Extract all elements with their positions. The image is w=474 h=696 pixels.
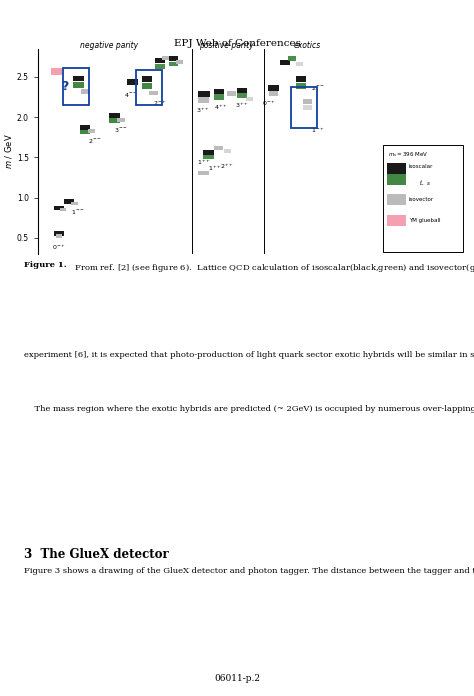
Text: $2^{-+}$: $2^{-+}$ xyxy=(153,100,167,109)
Bar xyxy=(80,129,90,134)
Text: $2^{--}$: $2^{--}$ xyxy=(88,137,102,145)
Bar xyxy=(203,155,214,159)
Bar xyxy=(54,232,64,235)
Text: $0^{-+}$: $0^{-+}$ xyxy=(263,100,276,109)
Text: YM glueball: YM glueball xyxy=(409,218,440,223)
Bar xyxy=(387,163,406,174)
Text: $1^{--}$: $1^{--}$ xyxy=(71,207,84,216)
Bar xyxy=(155,58,164,63)
Text: $3^{++}$: $3^{++}$ xyxy=(235,102,249,111)
Bar xyxy=(214,145,222,150)
Text: $2^{--}$: $2^{--}$ xyxy=(311,84,325,92)
Bar xyxy=(60,207,66,211)
Bar xyxy=(227,91,236,96)
Bar xyxy=(269,90,278,96)
Text: $2^{++}$: $2^{++}$ xyxy=(220,162,234,171)
Bar xyxy=(237,93,246,98)
Bar xyxy=(387,215,406,226)
Text: $3^{--}$: $3^{--}$ xyxy=(114,127,128,134)
Bar xyxy=(109,113,119,118)
Text: exotics: exotics xyxy=(294,41,321,50)
Bar xyxy=(51,68,63,75)
Bar xyxy=(142,83,152,88)
Bar xyxy=(137,70,162,105)
Bar xyxy=(155,64,164,69)
Bar xyxy=(142,77,152,82)
Bar xyxy=(296,83,306,88)
Bar xyxy=(163,56,170,61)
Bar xyxy=(246,97,254,102)
Bar xyxy=(288,56,296,61)
Text: $1^{++}$: $1^{++}$ xyxy=(208,164,222,173)
Text: ?: ? xyxy=(61,80,68,93)
Bar xyxy=(199,171,209,175)
Text: $0^{-+}$: $0^{-+}$ xyxy=(52,243,66,252)
Text: isoscalar: isoscalar xyxy=(409,164,433,168)
Bar xyxy=(280,60,290,65)
Text: experiment [6], it is expected that photo-production of light quark sector exoti: experiment [6], it is expected that phot… xyxy=(24,351,474,359)
Text: Figure 1.: Figure 1. xyxy=(24,261,66,269)
Bar xyxy=(291,86,317,129)
Bar xyxy=(214,95,224,100)
Bar xyxy=(88,129,95,133)
Bar xyxy=(303,100,312,104)
Bar xyxy=(73,76,84,81)
Bar xyxy=(296,62,303,66)
Text: negative parity: negative parity xyxy=(81,41,138,50)
Bar xyxy=(71,202,78,205)
Text: 3  The GlueX detector: 3 The GlueX detector xyxy=(24,548,168,561)
Text: $4^{++}$: $4^{++}$ xyxy=(214,103,228,112)
Bar xyxy=(387,194,406,205)
Bar xyxy=(127,79,138,84)
Bar xyxy=(198,97,209,103)
Bar xyxy=(109,118,119,123)
Text: Figure 3 shows a drawing of the GlueX detector and photon tagger. The distance b: Figure 3 shows a drawing of the GlueX de… xyxy=(24,567,474,575)
Text: $4^{--}$: $4^{--}$ xyxy=(124,91,137,100)
Bar xyxy=(387,174,406,185)
Text: $1^{++}$: $1^{++}$ xyxy=(197,158,210,167)
Text: positive parity: positive parity xyxy=(199,41,254,50)
Text: $\ell,\ s$: $\ell,\ s$ xyxy=(419,179,431,187)
Text: $3^{++}$: $3^{++}$ xyxy=(196,106,210,116)
Y-axis label: $m\ /\ \mathrm{GeV}$: $m\ /\ \mathrm{GeV}$ xyxy=(3,134,14,169)
Text: The mass region where the exotic hybrids are predicted (~ 2GeV) is occupied by n: The mass region where the exotic hybrids… xyxy=(24,405,474,413)
Bar xyxy=(73,82,84,88)
Bar xyxy=(169,62,178,66)
Text: 06011-p.2: 06011-p.2 xyxy=(214,674,260,683)
Bar xyxy=(203,150,214,155)
Bar xyxy=(63,68,89,104)
Bar xyxy=(117,118,125,122)
Text: $m_s = 396\ \mathrm{MeV}$: $m_s = 396\ \mathrm{MeV}$ xyxy=(388,150,428,159)
Text: $1^{-+}$: $1^{-+}$ xyxy=(310,126,324,135)
Text: From ref. [2] (see figure 6).  Lattice QCD calculation of isoscalar(black,green): From ref. [2] (see figure 6). Lattice QC… xyxy=(69,261,474,274)
Bar xyxy=(296,77,306,82)
Bar xyxy=(169,56,178,61)
Text: EPJ Web of Conferences: EPJ Web of Conferences xyxy=(173,39,301,48)
Bar xyxy=(237,88,246,93)
Bar xyxy=(214,89,224,95)
Bar xyxy=(303,105,312,110)
Bar xyxy=(268,85,279,90)
Bar xyxy=(176,61,183,65)
Bar xyxy=(80,125,90,129)
Bar xyxy=(56,235,62,237)
Bar xyxy=(149,90,157,95)
Bar xyxy=(64,200,73,204)
Text: isovector: isovector xyxy=(409,197,434,202)
Bar xyxy=(54,206,64,209)
Bar xyxy=(81,89,89,94)
Bar xyxy=(198,91,210,97)
Bar xyxy=(224,148,231,152)
